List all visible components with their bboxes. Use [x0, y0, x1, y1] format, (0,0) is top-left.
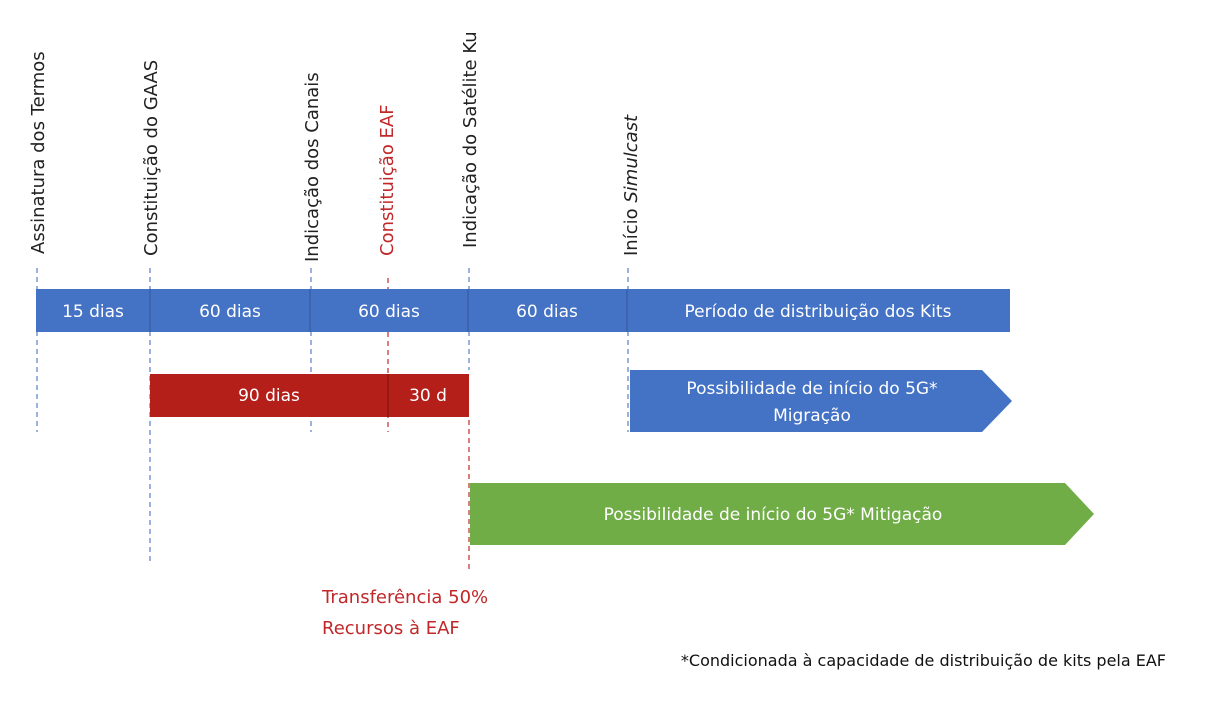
- arrow-migracao-shape: [630, 370, 1012, 432]
- arrow-mitigacao-shape: [470, 483, 1094, 545]
- timeline-seg-3: 60 dias: [358, 302, 420, 322]
- arrow-migracao: Possibilidade de início do 5G* Migração: [630, 370, 1012, 432]
- arrow-migracao-line2: Migração: [773, 406, 851, 426]
- milestone-eaf: Constituição EAF: [377, 104, 398, 256]
- milestone-simulcast-em: Simulcast: [621, 114, 642, 203]
- milestone-simulcast: Início Simulcast: [621, 114, 642, 256]
- transfer-note-line2: Recursos à EAF: [322, 618, 460, 639]
- red-bar: 90 dias 30 d: [150, 374, 469, 417]
- timeline-bar: 15 dias 60 dias 60 dias 60 dias Período …: [36, 289, 1010, 332]
- milestone-satelite: Indicação do Satélite Ku: [460, 31, 481, 248]
- timeline-seg-4: 60 dias: [516, 302, 578, 322]
- transfer-note-line1: Transferência 50%: [321, 587, 488, 608]
- red-bar-bg: [150, 374, 469, 417]
- timeline-seg-2: 60 dias: [199, 302, 261, 322]
- arrow-mitigacao: Possibilidade de início do 5G* Mitigação: [470, 483, 1094, 545]
- arrow-migracao-line1: Possibilidade de início do 5G*: [686, 379, 937, 399]
- milestone-labels: Assinatura dos Termos Constituição do GA…: [28, 31, 642, 262]
- red-seg-1: 90 dias: [238, 386, 300, 406]
- transfer-note: Transferência 50% Recursos à EAF: [321, 587, 488, 639]
- timeline-seg-1: 15 dias: [62, 302, 124, 322]
- red-seg-2: 30 d: [409, 386, 447, 406]
- timeline-bar-bg: [36, 289, 1010, 332]
- arrow-mitigacao-label: Possibilidade de início do 5G* Mitigação: [604, 505, 943, 525]
- footnote: *Condicionada à capacidade de distribuiç…: [681, 651, 1166, 670]
- milestone-assinatura: Assinatura dos Termos: [28, 51, 49, 254]
- milestone-canais: Indicação dos Canais: [302, 72, 323, 262]
- timeline-seg-5: Período de distribuição dos Kits: [685, 302, 952, 322]
- milestone-gaas: Constituição do GAAS: [141, 60, 162, 256]
- milestone-simulcast-prefix: Início: [621, 203, 642, 256]
